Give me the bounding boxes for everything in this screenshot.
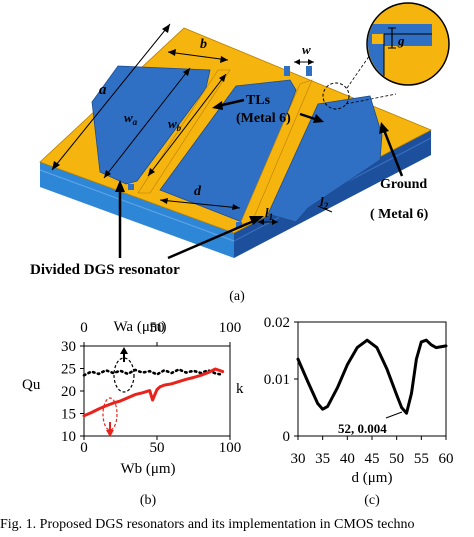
chart-c-xlabel: d (μm) [352,470,393,486]
chart-c-x-tick-label: 50 [389,451,404,467]
chart-b-top-tick-label: 0 [80,320,88,336]
chart-c-annotation: 52, 0.004 [338,421,387,436]
label-l2: l2 [320,194,329,211]
chart-b-right-label: k [236,381,244,397]
dgs-arrow-right [167,218,257,260]
feed-gap-right [306,66,312,76]
bottom-gap-left [128,184,134,190]
label-wa: wa [124,110,138,127]
chart-b-xlabel: Wb (μm) [120,461,175,477]
panel-b-label: (b) [140,493,157,508]
substrate-right-face [234,130,431,258]
panel-c-label: (c) [364,493,380,508]
chart-b-top-title: Wa (μm) [113,319,166,335]
bottom-gap-right [236,222,242,228]
dim-wa-line [103,67,191,179]
label-wb: wb [168,116,182,133]
dim-l2-line [317,205,333,213]
ground-arrow [382,129,404,177]
label-l1: l1 [265,205,273,222]
zoom-marker-circle [322,82,350,110]
chart-b-k-ellipse [113,357,135,393]
label-a: a [99,82,107,98]
panel-a-diagram: g b w a wa wb d l1 [30,2,450,278]
chart-c-series-line [296,338,448,415]
chart-b-left-ticks: 30 25 20 15 10 [61,339,84,445]
label-w: w [302,42,311,57]
label-ground: Ground [380,177,427,192]
chart-c-y-tick-label: 0.01 [264,372,290,388]
label-d: d [194,184,202,199]
chart-c-y-tick-label: 0 [283,429,291,445]
chart-c-x-tick-label: 45 [365,451,380,467]
inset-corner [372,34,384,44]
chart-b-series-qu-line [82,367,225,418]
dgs-slot-right [267,95,383,223]
chart-b-bottom-tick-label: 50 [150,440,165,456]
chart-b-left-tick-label: 10 [61,429,76,445]
chart-b-left-tick-label: 30 [61,339,76,355]
chart-c-series [296,338,448,415]
tl-left [137,69,231,194]
panel-a-label: (a) [229,289,245,304]
chart-b-bottom-ticks: 0 50 100 [80,436,241,456]
label-dgs: Divided DGS resonator [30,262,180,278]
chart-c-x-tick-label: 55 [414,451,429,467]
chart-b: Wa (μm) 0 50 100 30 25 20 15 10 0 50 100 Qu k Wb… [22,319,244,477]
chart-b-bottom-tick-label: 100 [219,440,242,456]
chart-c-frame [297,321,447,437]
chart-b-series [82,367,225,418]
chart-b-left-tick-label: 20 [61,384,76,400]
chart-c-x-tick-label: 40 [340,451,355,467]
feed-gap-left [284,66,290,76]
dim-a-line [51,23,171,171]
zoom-inset: g [366,2,450,86]
substrate-layer-line-left [39,169,235,242]
dim-d-line [159,199,241,209]
dim-b-line [167,51,229,61]
chart-c-x-ticks: 30 35 40 45 50 55 60 [291,436,454,467]
chart-b-top-ticks: 0 50 100 [80,320,241,346]
chart-b-series-k-line [82,368,224,377]
figure-caption: Fig. 1. Proposed DGS resonators and its … [0,517,415,532]
substrate-left-face [40,162,234,258]
chart-b-left-tick-label: 15 [61,407,76,423]
zoom-leader-top [346,51,373,89]
chart-b-left-label: Qu [22,377,41,393]
label-b: b [200,37,207,52]
chart-c-y-tick-label: 0.02 [264,315,290,331]
zoom-leader-bottom [345,93,397,105]
chart-b-top-tick-label: 100 [219,320,242,336]
label-ground-metal: ( Metal 6) [370,207,429,222]
dim-wb-line [147,73,227,177]
label-tls: TLs [246,93,271,108]
chart-b-left-tick-label: 25 [61,362,76,378]
label-g: g [397,33,405,48]
dgs-slot-left [91,65,211,185]
chart-b-qu-ellipse [102,397,118,431]
label-tls-metal: (Metal 6) [236,111,291,126]
chart-c-annotation-leader [385,411,403,419]
chart-c-x-tick-label: 60 [439,451,454,467]
chart-c-y-ticks: 0.02 0.01 0 [264,315,298,445]
chart-c-x-tick-label: 35 [315,451,330,467]
chart-c-x-tick-label: 30 [291,451,306,467]
chart-b-bottom-tick-label: 0 [80,440,88,456]
chart-b-top-tick-label: 50 [150,320,165,336]
chart-c: 0.02 0.01 0 30 35 40 45 50 55 60 d (μm) 52, 0.00… [264,315,454,486]
